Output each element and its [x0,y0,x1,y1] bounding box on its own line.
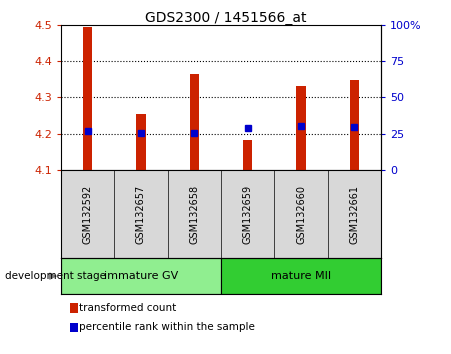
Text: mature MII: mature MII [271,271,331,281]
Bar [136,114,146,170]
Text: development stage: development stage [5,271,106,281]
Text: GSM132661: GSM132661 [350,185,359,244]
Text: transformed count: transformed count [79,303,176,313]
Text: GSM132659: GSM132659 [243,184,253,244]
Bar [83,27,92,170]
Bar [350,80,359,170]
Text: GSM132660: GSM132660 [296,185,306,244]
Text: GDS2300 / 1451566_at: GDS2300 / 1451566_at [145,11,306,25]
Text: percentile rank within the sample: percentile rank within the sample [79,322,255,332]
Bar [221,258,381,294]
Text: GSM132658: GSM132658 [189,184,199,244]
Text: GSM132592: GSM132592 [83,184,92,244]
Text: GSM132657: GSM132657 [136,184,146,244]
Bar [70,323,78,332]
Bar [296,86,306,170]
Bar [189,74,199,170]
Text: immature GV: immature GV [104,271,178,281]
Bar [61,258,221,294]
Bar [70,303,78,313]
Bar [243,140,253,170]
